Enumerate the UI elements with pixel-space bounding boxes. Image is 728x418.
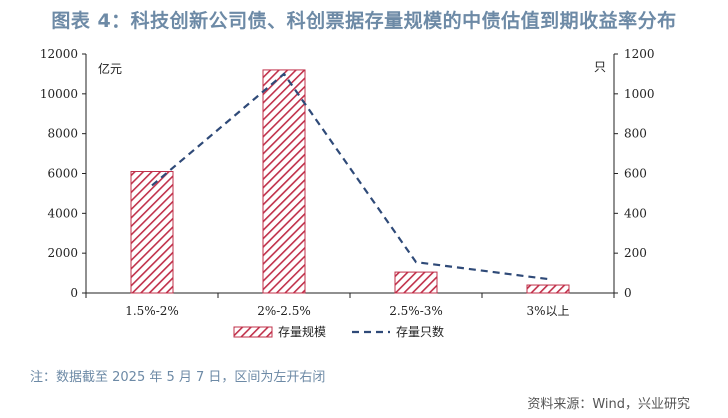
bar-1 [130,171,174,294]
y-left-tick-label: 4000 [47,206,78,220]
y-left-unit-label: 亿元 [98,61,122,76]
x-category-label: 1.5%-2% [125,304,179,318]
footnote: 注：数据截至 2025 年 5 月 7 日，区间为左开右闭 [30,370,326,385]
y-right-tick-label: 1000 [624,87,655,101]
y-right-tick-label: 800 [624,127,647,141]
chart-title: 图表 4：科技创新公司债、科创票据存量规模的中债估值到期收益率分布 [51,10,677,32]
y-left-tick-label: 12000 [40,47,78,61]
y-right-tick-label: 600 [624,167,647,181]
line-layer [151,72,549,281]
labels-layer: 0 2000 4000 6000 8000 10000 12000 0 200 400 600 800… [40,47,655,318]
line-series-count [151,72,549,281]
y-right-tick-label: 0 [624,286,632,300]
legend-label-bar: 存量规模 [278,324,326,339]
y-left-tick-label: 0 [70,286,78,300]
x-category-label: 3%以上 [526,304,569,318]
bar-2 [262,69,306,294]
legend: 存量规模 存量只数 [233,324,444,339]
bar-4 [526,284,570,294]
y-right-tick-label: 200 [624,246,647,260]
x-category-label: 2.5%-3% [389,304,443,318]
y-left-tick-label: 10000 [40,87,78,101]
legend-swatch-bar [233,326,273,338]
y-left-tick-label: 6000 [47,167,78,181]
y-right-tick-label: 1200 [624,47,655,61]
axes-layer [82,53,618,298]
legend-label-line: 存量只数 [396,324,444,339]
x-category-label: 2%-2.5% [257,304,311,318]
y-right-tick-label: 400 [624,206,647,220]
y-right-unit-label: 只 [594,60,606,74]
bars-layer [130,69,570,294]
y-left-tick-label: 8000 [47,127,78,141]
source-credit: 资料来源：Wind，兴业研究 [527,397,690,412]
bar-3 [394,271,438,294]
y-left-tick-label: 2000 [47,246,78,260]
